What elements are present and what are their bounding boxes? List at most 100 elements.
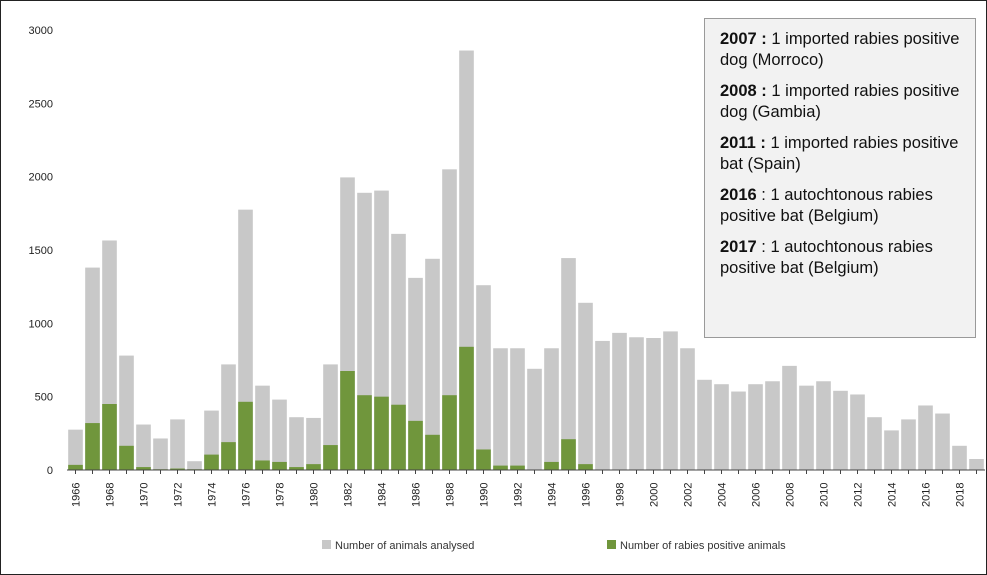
- x-tick-label: 1970: [139, 483, 151, 507]
- bar-positive: [493, 465, 508, 470]
- x-tick-label: 2000: [649, 483, 661, 507]
- x-tick-label: 2004: [717, 483, 729, 507]
- y-tick-label: 2000: [29, 172, 53, 184]
- note-separator: :: [756, 238, 771, 256]
- bar-analysed: [476, 285, 491, 470]
- bar-analysed: [289, 417, 304, 470]
- note-separator: :: [755, 134, 771, 152]
- bar-positive: [102, 404, 117, 470]
- bar-positive: [323, 445, 338, 470]
- x-tick-label: 1974: [207, 483, 219, 507]
- annotation-box: 2007 : 1 imported rabies positive dog (M…: [704, 18, 976, 338]
- bar-analysed: [884, 430, 899, 470]
- bar-analysed: [425, 258, 440, 470]
- note-text: 1 autochtonous rabies positive bat (Belg…: [720, 238, 933, 277]
- x-tick-label: 1984: [377, 483, 389, 507]
- x-tick-label: 1988: [445, 483, 457, 507]
- legend: Number of animals analysed Number of rabi…: [322, 540, 786, 552]
- bar-analysed: [867, 417, 882, 470]
- annotation-note: 2007 : 1 imported rabies positive dog (M…: [720, 29, 975, 71]
- bar-positive: [255, 460, 270, 470]
- bar-positive: [476, 449, 491, 470]
- note-year: 2007: [720, 30, 757, 48]
- bar-positive: [459, 346, 474, 470]
- note-year: 2011: [720, 134, 756, 152]
- bar-analysed: [952, 445, 967, 470]
- x-tick-label: 2002: [683, 483, 695, 507]
- y-tick-label: 500: [35, 392, 53, 404]
- bar-positive: [119, 445, 134, 470]
- x-tick-label: 2010: [819, 483, 831, 507]
- bar-analysed: [918, 405, 933, 470]
- x-tick-label: 1994: [547, 483, 559, 507]
- bar-positive: [510, 465, 525, 470]
- y-tick-label: 0: [47, 465, 53, 477]
- bar-positive: [357, 395, 372, 470]
- annotation-note: 2008 : 1 imported rabies positive dog (G…: [720, 81, 975, 123]
- bar-positive: [391, 404, 406, 470]
- bar-positive: [68, 464, 83, 470]
- x-tick-label: 1972: [173, 483, 185, 507]
- x-axis: 1966 1968 1970 1972 1974 1976 1978 1980 1982 1984…: [71, 470, 977, 507]
- x-tick-label: 1980: [309, 483, 321, 507]
- note-year: 2017: [720, 238, 757, 256]
- bar-positive: [170, 468, 185, 470]
- x-tick-label: 2014: [887, 483, 899, 507]
- bar-analysed: [323, 364, 338, 470]
- bar-positive: [85, 423, 100, 470]
- x-tick-label: 2006: [751, 483, 763, 507]
- annotation-note: 2011 : 1 imported rabies positive bat (S…: [720, 133, 975, 175]
- bar-positive: [238, 401, 253, 470]
- bar-analysed: [527, 368, 542, 470]
- bar-analysed: [680, 348, 695, 470]
- annotation-note: 2016 : 1 autochtonous rabies positive ba…: [720, 185, 975, 227]
- bar-analysed: [119, 355, 134, 470]
- note-text: 1 autochtonous rabies positive bat (Belg…: [720, 186, 933, 225]
- note-separator: :: [756, 82, 772, 100]
- bar-positive: [561, 439, 576, 470]
- bar-positive: [289, 467, 304, 470]
- bar-analysed: [544, 348, 559, 470]
- x-tick-label: 1986: [411, 483, 423, 507]
- bar-positive: [374, 396, 389, 470]
- bar-positive: [578, 464, 593, 470]
- bar-analysed: [510, 348, 525, 470]
- bar-positive: [221, 442, 236, 470]
- bar-analysed: [561, 258, 576, 470]
- note-text: 1 imported rabies positive dog (Morroco): [720, 30, 960, 69]
- bar-analysed: [442, 169, 457, 470]
- x-tick-label: 1976: [241, 483, 253, 507]
- x-tick-label: 1966: [71, 483, 83, 507]
- x-tick-label: 1998: [615, 483, 627, 507]
- bar-analysed: [714, 384, 729, 470]
- x-tick-label: 1982: [343, 483, 355, 507]
- bar-analysed: [255, 385, 270, 470]
- bar-analysed: [765, 381, 780, 470]
- y-axis: 0 500 1000 1500 2000 2500 3000: [29, 25, 53, 477]
- note-separator: :: [756, 30, 772, 48]
- bar-analysed: [782, 365, 797, 470]
- bar-analysed: [612, 332, 627, 470]
- bar-analysed: [493, 348, 508, 470]
- note-year: 2008: [720, 82, 757, 100]
- x-tick-label: 1996: [581, 483, 593, 507]
- bar-analysed: [153, 438, 168, 470]
- bar-analysed: [578, 302, 593, 470]
- x-tick-label: 1990: [479, 483, 491, 507]
- bar-analysed: [697, 379, 712, 470]
- bar-analysed: [272, 399, 287, 470]
- bar-positive: [442, 395, 457, 470]
- bar-analysed: [969, 459, 984, 470]
- bar-positive: [408, 420, 423, 470]
- note-separator: :: [756, 186, 771, 204]
- bar-analysed: [748, 384, 763, 470]
- bar-analysed: [799, 385, 814, 470]
- x-tick-label: 2012: [853, 483, 865, 507]
- bar-analysed: [663, 331, 678, 470]
- bar-positive: [136, 467, 151, 470]
- y-tick-label: 2500: [29, 98, 53, 110]
- bar-analysed: [935, 413, 950, 470]
- bar-analysed: [850, 394, 865, 470]
- y-tick-label: 1500: [29, 245, 53, 257]
